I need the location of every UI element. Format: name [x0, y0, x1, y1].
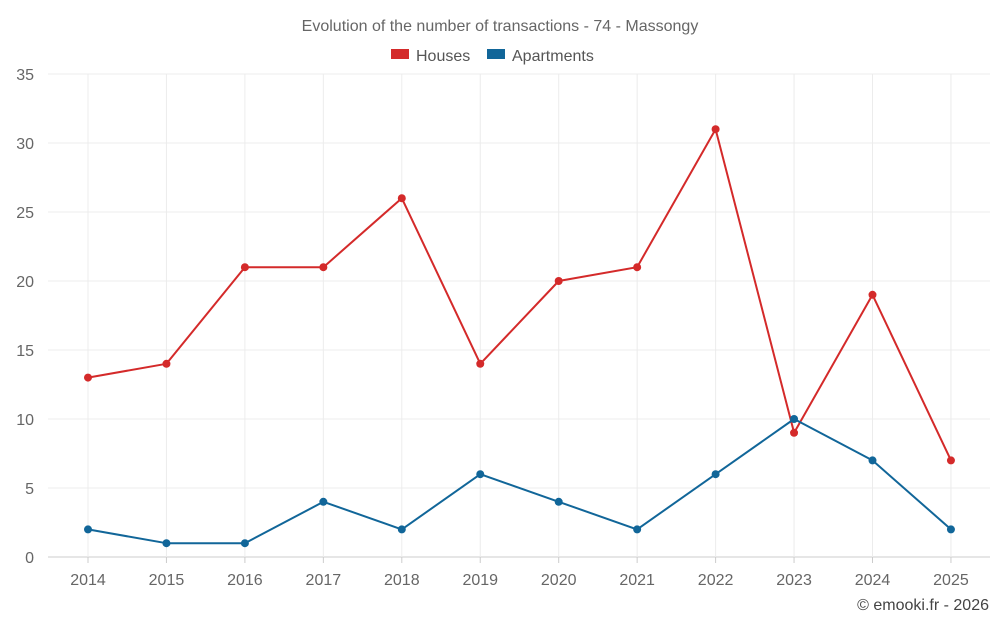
x-tick-label: 2015 — [149, 572, 185, 589]
legend: Houses Apartments — [391, 48, 594, 65]
legend-swatch-apartments — [487, 49, 505, 59]
y-tick-label: 30 — [16, 136, 34, 153]
x-tick-label: 2019 — [462, 572, 498, 589]
y-tick-label: 25 — [16, 205, 34, 222]
data-point-houses[interactable] — [162, 359, 171, 368]
data-point-houses[interactable] — [240, 263, 249, 272]
chart-title: Evolution of the number of transactions … — [302, 18, 699, 35]
data-point-houses[interactable] — [868, 290, 877, 299]
x-tick-label: 2024 — [855, 572, 891, 589]
data-point-houses[interactable] — [633, 263, 642, 272]
data-point-apartments[interactable] — [319, 497, 328, 506]
data-point-apartments[interactable] — [476, 470, 485, 479]
series-line-apartments — [87, 418, 952, 545]
data-point-apartments[interactable] — [790, 415, 799, 423]
x-tick-label: 2016 — [227, 572, 263, 589]
y-tick-label: 35 — [16, 67, 34, 84]
legend-swatch-houses — [391, 49, 409, 59]
data-point-houses[interactable] — [397, 194, 406, 203]
x-axis-ticks: 2014 2015 2016 2017 2018 2019 2020 2021 2022 2023… — [70, 572, 969, 589]
legend-label-houses[interactable]: Houses — [416, 48, 470, 65]
data-point-houses[interactable] — [476, 359, 485, 368]
x-tick-label: 2022 — [698, 572, 734, 589]
x-tick-label: 2021 — [619, 572, 655, 589]
legend-label-apartments[interactable]: Apartments — [512, 48, 594, 65]
series-line-houses — [87, 128, 952, 461]
y-tick-label: 0 — [25, 550, 34, 567]
data-point-houses[interactable] — [946, 456, 955, 465]
y-tick-label: 20 — [16, 274, 34, 291]
data-point-houses[interactable] — [84, 373, 92, 382]
series-points — [84, 125, 955, 548]
data-point-apartments[interactable] — [554, 497, 563, 506]
data-point-apartments[interactable] — [397, 525, 406, 534]
y-axis-ticks: 0 5 10 15 20 25 30 35 — [16, 67, 34, 567]
data-point-apartments[interactable] — [84, 525, 92, 534]
y-tick-label: 15 — [16, 343, 34, 360]
data-point-houses[interactable] — [790, 428, 799, 437]
x-tick-label: 2020 — [541, 572, 577, 589]
data-point-apartments[interactable] — [946, 525, 955, 534]
x-tick-label: 2014 — [70, 572, 106, 589]
data-point-apartments[interactable] — [162, 539, 171, 548]
data-point-houses[interactable] — [554, 277, 563, 285]
x-tick-label: 2025 — [933, 572, 969, 589]
y-tick-label: 10 — [16, 412, 34, 429]
grid — [48, 73, 990, 563]
x-tick-label: 2023 — [776, 572, 812, 589]
data-point-apartments[interactable] — [633, 525, 642, 534]
data-point-houses[interactable] — [319, 263, 328, 272]
x-tick-label: 2017 — [306, 572, 342, 589]
data-point-apartments[interactable] — [240, 539, 249, 548]
series-lines — [87, 128, 952, 545]
data-point-houses[interactable] — [711, 125, 720, 134]
data-point-apartments[interactable] — [711, 470, 720, 479]
y-tick-label: 5 — [25, 481, 34, 498]
x-tick-label: 2018 — [384, 572, 420, 589]
data-point-apartments[interactable] — [868, 456, 877, 465]
credit-text: © emooki.fr - 2026 — [857, 597, 989, 614]
